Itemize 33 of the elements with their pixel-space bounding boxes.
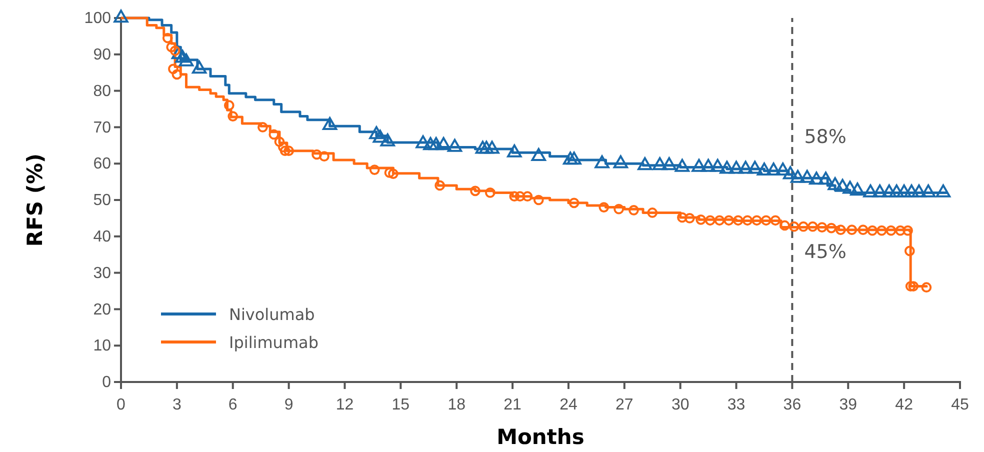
y-tick-label: 50 [93,192,112,210]
y-tick-label: 90 [93,46,112,64]
annotation: 45% [804,241,846,264]
y-tick-label: 60 [93,156,112,173]
x-tick-label: 27 [616,396,634,414]
x-tick-label: 39 [839,396,858,414]
legend-label: Ipilimumab [229,333,318,352]
x-tick-label: 15 [392,396,410,414]
x-tick-label: 24 [560,396,578,414]
x-tick-label: 36 [783,396,802,414]
x-axis-title: Months [496,425,584,449]
y-tick-label: 40 [93,228,112,246]
legend-label: Nivolumab [229,305,315,324]
x-tick-label: 21 [504,396,522,414]
y-tick-label: 20 [93,301,112,318]
x-tick-label: 3 [172,396,182,414]
x-tick-label: 45 [951,396,969,414]
y-tick-label: 0 [102,374,112,392]
y-tick-label: 80 [93,82,112,100]
x-tick-label: 42 [895,396,914,414]
x-tick-label: 0 [116,396,126,414]
x-tick-label: 18 [448,396,466,414]
y-tick-label: 100 [84,10,112,28]
x-tick-label: 12 [336,396,354,414]
x-tick-label: 9 [284,396,294,414]
x-tick-label: 6 [228,396,238,414]
y-tick-label: 70 [93,119,112,136]
y-tick-label: 10 [93,338,112,355]
y-tick-label: 30 [93,264,112,282]
y-axis-title: RFS (%) [23,153,47,247]
x-tick-label: 33 [727,396,746,414]
annotation: 58% [804,126,846,148]
x-tick-label: 30 [671,396,690,414]
